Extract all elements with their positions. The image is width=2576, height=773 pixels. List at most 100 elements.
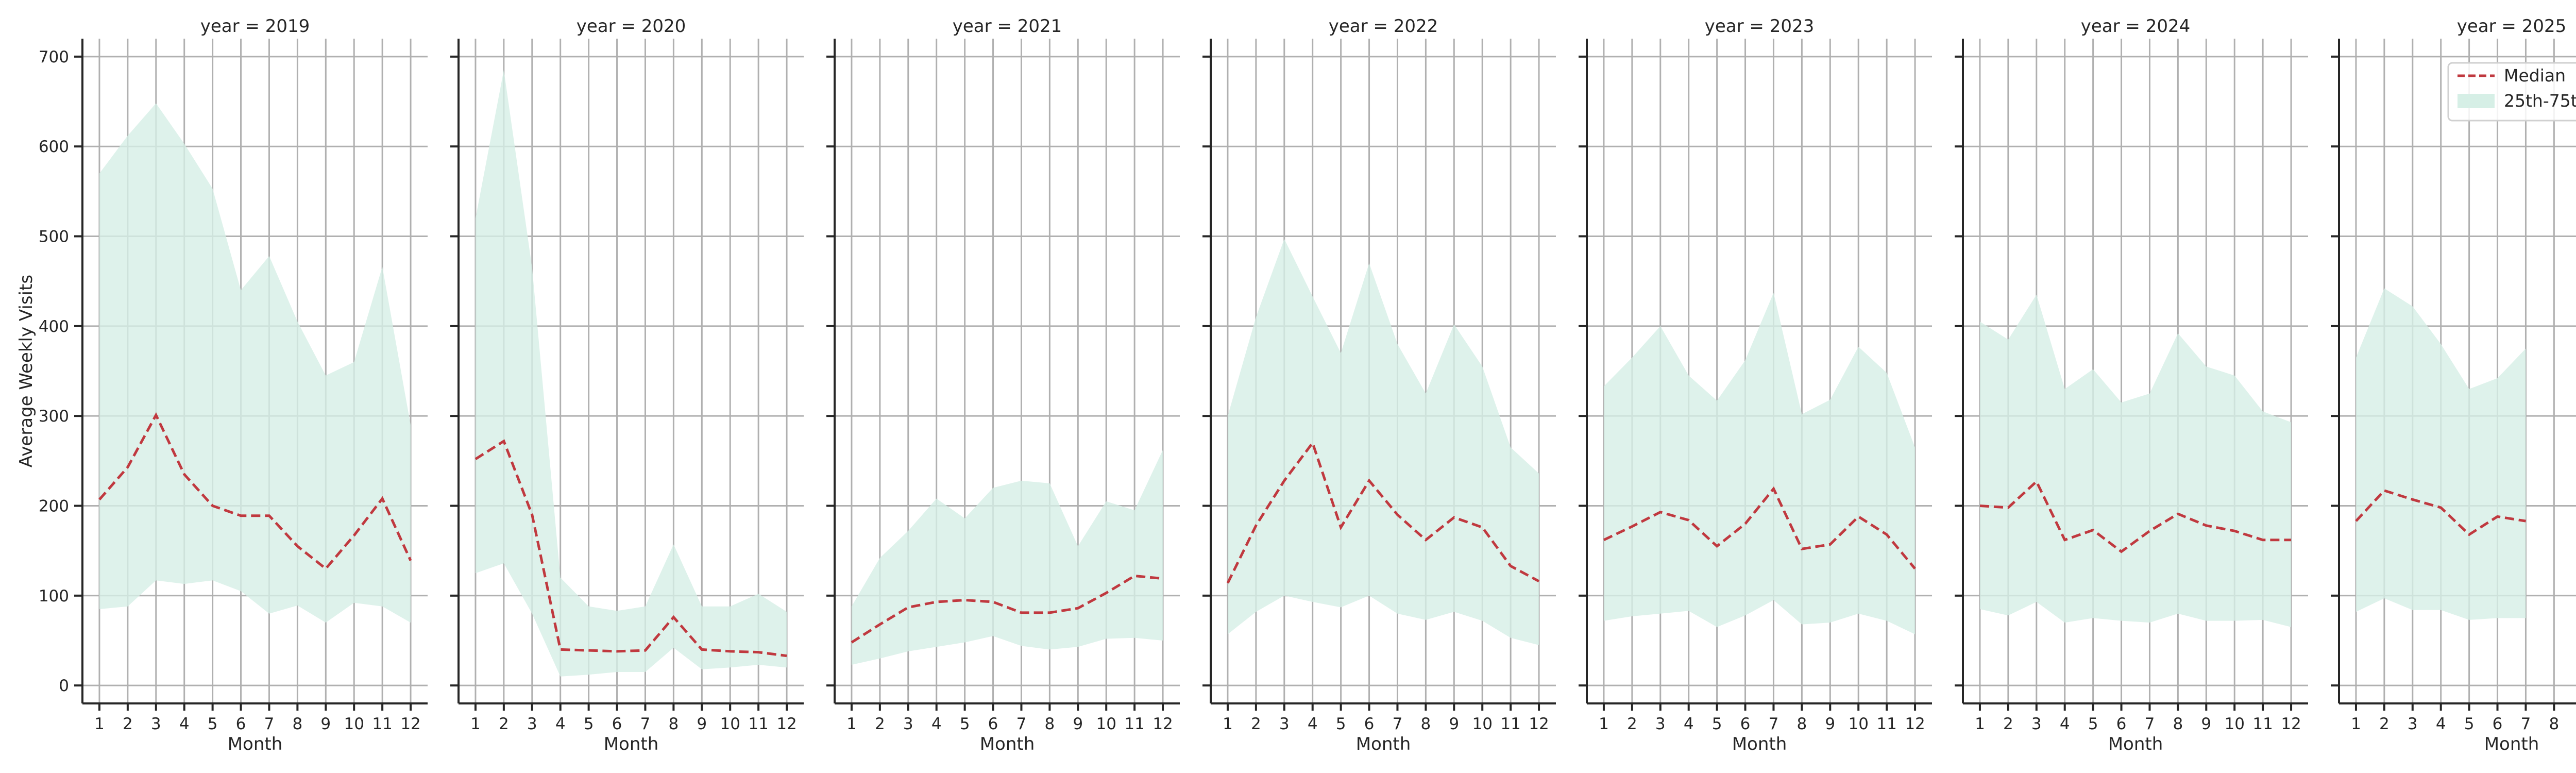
x-tick-label: 10 [2224, 715, 2244, 733]
x-tick-label: 11 [1500, 715, 1520, 733]
panel-title: year = 2022 [1329, 16, 1438, 37]
x-tick-label: 9 [1825, 715, 1835, 733]
x-tick-label: 3 [2031, 715, 2042, 733]
x-tick-label: 3 [903, 715, 913, 733]
x-tick-label: 6 [236, 715, 246, 733]
x-tick-label: 8 [2549, 715, 2560, 733]
x-tick-label: 7 [1393, 715, 1403, 733]
x-tick-label: 6 [1740, 715, 1751, 733]
x-tick-label: 10 [344, 715, 364, 733]
x-tick-label: 1 [470, 715, 481, 733]
x-tick-label: 6 [2493, 715, 2503, 733]
x-tick-label: 9 [2201, 715, 2211, 733]
x-tick-label: 8 [669, 715, 679, 733]
x-tick-label: 5 [1712, 715, 1722, 733]
x-tick-label: 11 [2252, 715, 2273, 733]
x-tick-label: 5 [960, 715, 970, 733]
x-tick-label: 8 [1421, 715, 1431, 733]
x-axis-label: Month [1732, 734, 1787, 754]
x-tick-label: 3 [151, 715, 161, 733]
percentile-band [1980, 294, 2291, 627]
median-line [1603, 486, 1916, 570]
x-tick-label: 2 [875, 715, 885, 733]
x-tick-label: 2 [123, 715, 133, 733]
legend-band-swatch [2458, 94, 2495, 108]
median-line [2355, 489, 2526, 536]
x-axis-label: Month [604, 734, 659, 754]
percentile-band [1228, 239, 1539, 645]
x-tick-label: 1 [2351, 715, 2361, 733]
x-tick-label: 2 [1627, 715, 1637, 733]
x-tick-label: 11 [1876, 715, 1896, 733]
x-tick-label: 6 [612, 715, 622, 733]
x-tick-label: 1 [846, 715, 857, 733]
y-tick-label: 100 [39, 587, 69, 606]
x-tick-label: 8 [2173, 715, 2183, 733]
percentile-band [1604, 293, 1915, 634]
x-tick-label: 12 [1529, 715, 1549, 733]
x-tick-label: 2 [2003, 715, 2013, 733]
x-tick-label: 8 [1045, 715, 1055, 733]
x-axis-label: Month [1356, 734, 1411, 754]
median-line [474, 439, 787, 658]
x-tick-label: 1 [94, 715, 105, 733]
percentile-band [2356, 288, 2526, 620]
y-tick-label: 300 [39, 407, 69, 426]
percentile-band [99, 103, 411, 623]
y-tick-label: 400 [39, 317, 69, 336]
x-tick-label: 5 [2088, 715, 2098, 733]
y-tick-label: 0 [59, 677, 69, 695]
x-tick-label: 12 [1153, 715, 1173, 733]
x-tick-label: 10 [1472, 715, 1492, 733]
median-line [98, 412, 412, 570]
x-tick-label: 9 [697, 715, 707, 733]
x-tick-label: 3 [2408, 715, 2418, 733]
y-axis-label: Average Weekly Visits [16, 275, 37, 467]
x-tick-label: 8 [1797, 715, 1807, 733]
x-tick-label: 7 [2521, 715, 2531, 733]
x-tick-label: 11 [1124, 715, 1144, 733]
legend: Median 25th-75th Percentile [2447, 62, 2576, 122]
x-tick-label: 1 [1599, 715, 1609, 733]
y-tick-label: 200 [39, 497, 69, 515]
x-tick-label: 5 [1336, 715, 1346, 733]
panel-title: year = 2020 [577, 16, 686, 37]
x-tick-label: 7 [1016, 715, 1027, 733]
x-tick-label: 3 [527, 715, 537, 733]
x-tick-label: 5 [208, 715, 218, 733]
x-tick-label: 7 [264, 715, 275, 733]
panel-title: year = 2025 [2457, 16, 2566, 37]
x-axis-label: Month [228, 734, 283, 754]
panel-title: year = 2023 [1705, 16, 1814, 37]
x-tick-label: 7 [1769, 715, 1779, 733]
x-tick-label: 12 [776, 715, 796, 733]
x-tick-label: 2 [1251, 715, 1261, 733]
median-line [1979, 479, 2291, 553]
x-tick-label: 2 [2379, 715, 2389, 733]
x-tick-label: 11 [748, 715, 768, 733]
panel-title: year = 2019 [200, 16, 310, 37]
x-tick-label: 4 [1308, 715, 1318, 733]
x-tick-label: 4 [555, 715, 566, 733]
x-tick-label: 5 [584, 715, 594, 733]
x-tick-label: 1 [1223, 715, 1233, 733]
x-tick-label: 8 [293, 715, 303, 733]
x-tick-label: 11 [372, 715, 392, 733]
y-tick-label: 600 [39, 138, 69, 156]
y-tick-label: 700 [39, 48, 69, 66]
percentile-band [852, 450, 1163, 665]
x-tick-label: 3 [1655, 715, 1666, 733]
y-tick-label: 500 [39, 228, 69, 246]
x-tick-label: 9 [320, 715, 331, 733]
x-tick-label: 5 [2464, 715, 2475, 733]
x-tick-label: 9 [1073, 715, 1083, 733]
x-tick-label: 7 [640, 715, 651, 733]
x-tick-label: 10 [1096, 715, 1116, 733]
